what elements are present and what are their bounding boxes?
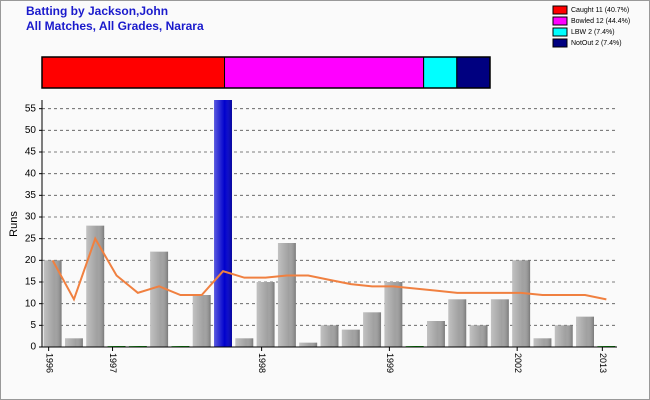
bar-shade [576, 316, 594, 347]
y-tick-label: 45 [25, 147, 37, 158]
bar-shade [65, 338, 83, 347]
dismissal-segment [456, 56, 491, 89]
bar-shade [427, 321, 445, 347]
y-tick-label: 25 [25, 233, 37, 244]
legend-swatch [552, 5, 568, 15]
y-tick-label: 0 [30, 342, 36, 353]
bar-shade [235, 338, 254, 347]
y-tick-label: 55 [25, 103, 37, 114]
y-tick-label: 20 [25, 255, 37, 266]
y-tick-label: 30 [25, 212, 37, 223]
bar-shade [299, 342, 318, 347]
y-tick-label: 35 [25, 190, 37, 201]
legend-label: NotOut 2 (7.4%) [571, 40, 622, 47]
legend-label: Caught 11 (40.7%) [571, 7, 629, 14]
bar-shade [86, 225, 105, 347]
x-tick-label: 2013 [598, 353, 608, 373]
bar-shade [469, 325, 488, 347]
x-tick-label: 1999 [385, 353, 395, 373]
chart-subtitle: All Matches, All Grades, Narara [26, 19, 204, 33]
y-axis-label: Runs [8, 211, 20, 237]
dismissal-segment [224, 56, 425, 89]
dismissal-segment [41, 56, 226, 89]
bar-shade [43, 260, 62, 347]
y-tick-label: 5 [30, 320, 36, 331]
legend-swatch [552, 38, 568, 48]
x-tick-label: 1998 [257, 353, 267, 373]
bar-shade [341, 329, 360, 347]
bar-shade [512, 260, 531, 347]
chart-title: Batting by Jackson,John [26, 4, 168, 18]
x-tick-label: 2002 [513, 353, 523, 373]
y-tick-label: 15 [25, 277, 37, 288]
x-tick-label: 1997 [108, 353, 118, 373]
bar-shade [320, 325, 339, 347]
legend-label: LBW 2 (7.4%) [571, 29, 615, 36]
bar-shade [448, 299, 467, 347]
legend-swatch [552, 27, 568, 37]
dismissal-segment [423, 56, 458, 89]
bar-shade [214, 100, 232, 347]
bar-shade [363, 312, 382, 347]
legend-label: Bowled 12 (44.4%) [571, 18, 630, 25]
x-tick-label: 1996 [44, 353, 54, 373]
bar-shade [533, 338, 552, 347]
bar-shade [384, 282, 403, 347]
y-tick-label: 50 [25, 125, 37, 136]
bar-shade [277, 243, 296, 347]
dismissal-frame [41, 56, 491, 89]
bar-shade [192, 295, 211, 347]
y-tick-label: 10 [25, 298, 37, 309]
bar-shade [150, 251, 169, 347]
legend-swatch [552, 16, 568, 26]
bar-shade [490, 299, 509, 347]
bar-shade [554, 325, 573, 347]
average-line [51, 236, 607, 302]
y-tick-label: 40 [25, 168, 37, 179]
bar-shade [256, 282, 275, 347]
